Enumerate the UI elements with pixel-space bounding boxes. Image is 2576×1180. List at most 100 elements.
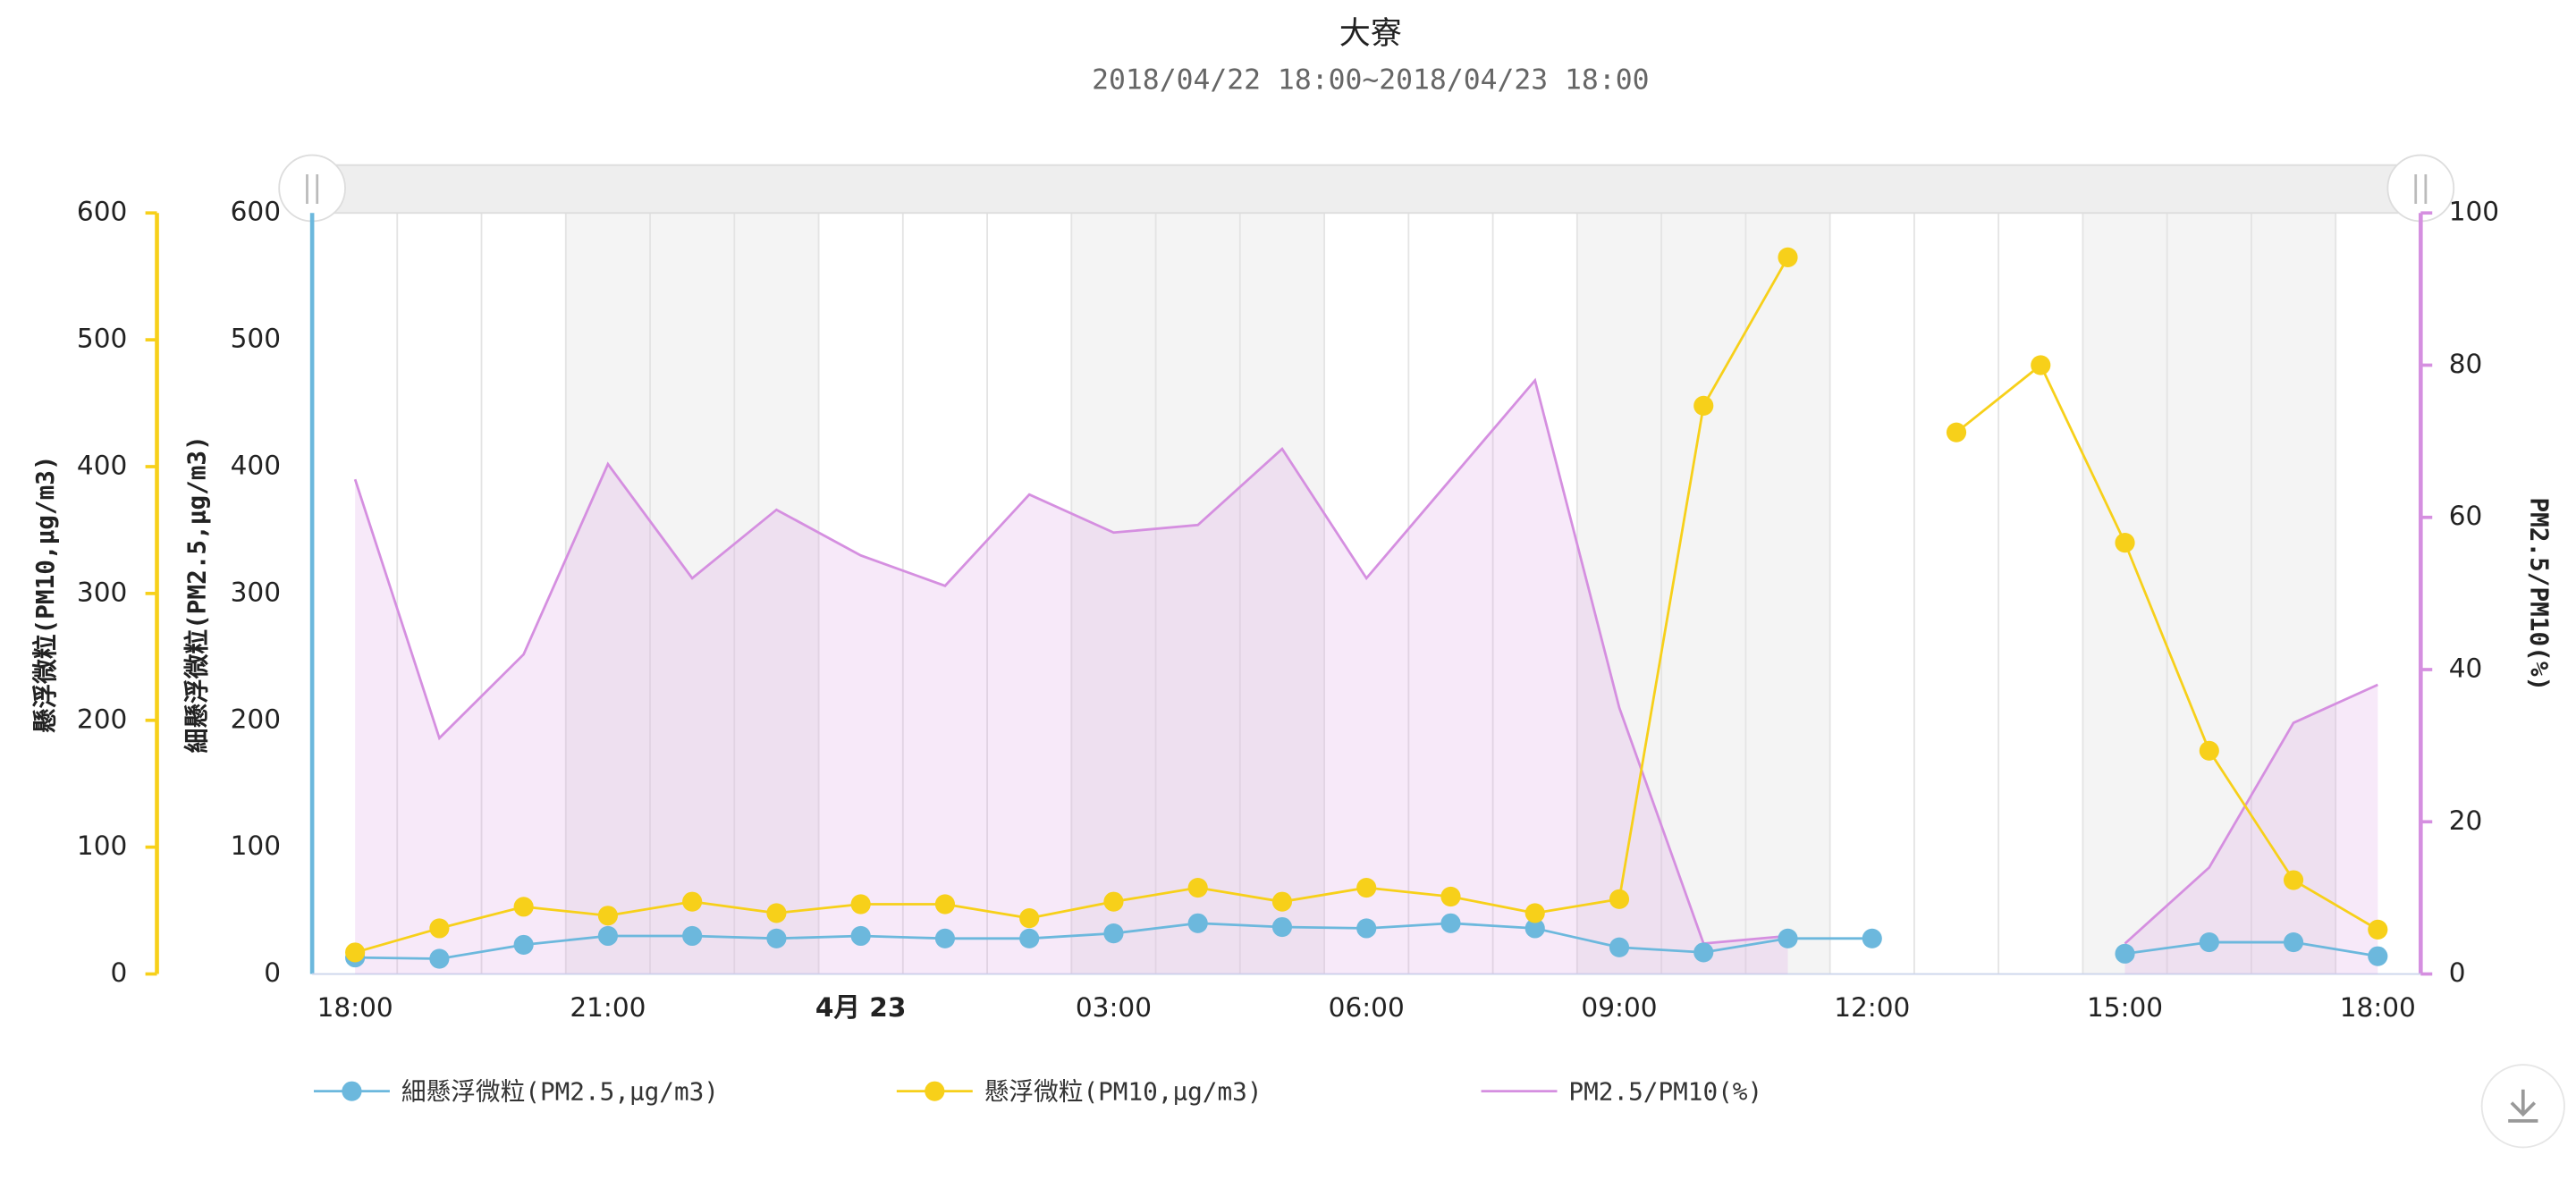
marker (2283, 931, 2304, 953)
navigator-bar[interactable] (311, 164, 2422, 215)
marker (2199, 740, 2219, 761)
plot-band (1576, 213, 1830, 974)
x-tick-label: 18:00 (317, 992, 393, 1023)
marker (1019, 908, 1040, 929)
marker (850, 894, 871, 914)
marker (2115, 943, 2135, 964)
marker (1778, 928, 1798, 948)
marker (1103, 891, 1124, 912)
marker (934, 928, 956, 948)
y3-tick-label: 500 (77, 324, 127, 354)
marker (1187, 877, 1208, 898)
marker (1356, 918, 1377, 939)
marker (2115, 533, 2135, 553)
x-tick-label: 09:00 (1581, 992, 1657, 1023)
y2-axis-title: PM2.5/PM10(%) (2524, 497, 2554, 691)
line (354, 257, 1789, 954)
download-icon (2508, 1089, 2538, 1123)
x-tick-label: 15:00 (2087, 992, 2163, 1023)
marker (1862, 928, 1882, 948)
marker (1440, 913, 1461, 933)
plot-band (2082, 213, 2336, 974)
marker (1524, 918, 1545, 939)
y3-tick-label: 100 (77, 830, 127, 861)
marker (766, 903, 787, 923)
marker (766, 928, 787, 948)
plot-background (396, 213, 2337, 974)
y-tick-label: 500 (231, 324, 281, 354)
y-tick-label: 300 (231, 577, 281, 607)
marker (1187, 913, 1208, 933)
marker (934, 894, 956, 914)
marker (1356, 877, 1377, 898)
y3-tick-label: 400 (77, 450, 127, 480)
y-axis-title: 細懸浮微粒(PM2.5,μg/m3) (182, 435, 212, 753)
marker (1609, 889, 1630, 909)
line (353, 377, 1788, 945)
y2-tick-label: 80 (2449, 349, 2483, 379)
y3-tick-label: 600 (77, 197, 127, 227)
chart-subtitle: 2018/04/22 18:00~2018/04/23 18:00 (1092, 63, 1649, 96)
marker (513, 897, 534, 917)
handle-grip: || (2411, 169, 2430, 204)
marker (1271, 891, 1293, 912)
y3-tick-label: 300 (77, 577, 127, 607)
legend-label: 細懸浮微粒(PM2.5,μg/m3) (401, 1076, 719, 1106)
marker (1440, 886, 1461, 907)
legend-label: 懸浮微粒(PM10,μg/m3) (984, 1076, 1263, 1106)
y-tick-label: 200 (231, 704, 281, 734)
y-tick-label: 100 (231, 830, 281, 861)
marker (1693, 942, 1714, 963)
plot-band (565, 213, 819, 974)
x-tick-label: 21:00 (570, 992, 646, 1023)
y2-tick-label: 20 (2449, 805, 2483, 836)
y3-tick-label: 0 (110, 957, 127, 988)
marker (429, 948, 450, 969)
y2-tick-label: 40 (2449, 653, 2483, 684)
marker (345, 942, 366, 963)
marker (682, 891, 703, 912)
x-tick-label: 12:00 (1834, 992, 1910, 1023)
legend-marker (342, 1081, 362, 1101)
marker (1524, 903, 1545, 923)
x-tick-label: 4月 23 (815, 992, 906, 1023)
line (2124, 940, 2378, 958)
marker (2368, 946, 2388, 966)
x-tick-label: 03:00 (1076, 992, 1152, 1023)
y2-tick-label: 100 (2449, 197, 2499, 227)
legend-label: PM2.5/PM10(%) (1568, 1076, 1762, 1106)
line (1955, 363, 2379, 931)
plot-band (1071, 213, 1325, 974)
y-tick-label: 400 (231, 450, 281, 480)
y3-tick-label: 200 (77, 704, 127, 734)
marker (2199, 931, 2219, 953)
marker (1271, 916, 1293, 938)
line (2124, 683, 2378, 945)
marker (597, 906, 618, 926)
y2-tick-label: 60 (2449, 501, 2483, 531)
marker (1693, 395, 1714, 416)
y-tick-label: 600 (231, 197, 281, 227)
area (355, 380, 1788, 974)
y-tick-label: 0 (264, 957, 281, 988)
marker (597, 925, 618, 947)
marker (513, 934, 534, 955)
handle-grip: || (302, 169, 322, 204)
x-tick-label: 18:00 (2340, 992, 2416, 1023)
marker (1103, 923, 1124, 944)
y3-axis-title: 懸浮微粒(PM10,μg/m3) (30, 455, 60, 733)
marker (682, 925, 703, 947)
area (2124, 685, 2378, 974)
marker (1778, 247, 1798, 267)
marker (429, 918, 450, 939)
marker (2031, 355, 2051, 375)
chart-title: 大寮 (1339, 15, 1402, 52)
marker (2368, 919, 2388, 940)
legend-marker (925, 1081, 945, 1101)
marker (1019, 928, 1040, 948)
marker (850, 925, 871, 947)
x-tick-label: 06:00 (1329, 992, 1405, 1023)
marker (1609, 937, 1630, 957)
